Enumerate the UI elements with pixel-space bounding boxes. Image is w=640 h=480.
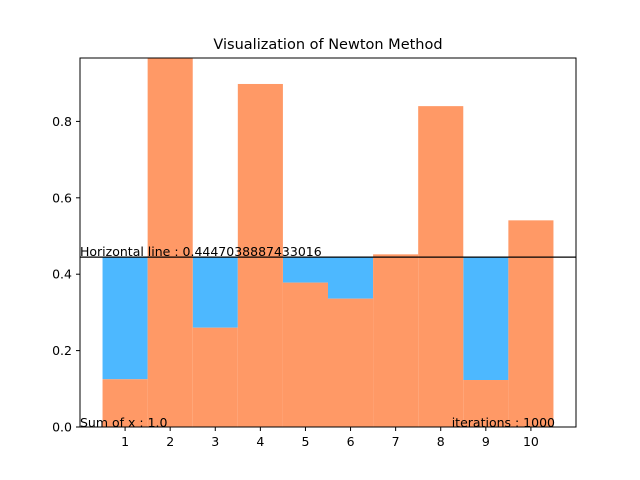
y-axis: 0.0 0.2 0.4 0.6 0.8: [52, 114, 80, 435]
water-fill-layer: [102, 257, 509, 381]
bar-7: [373, 254, 419, 427]
chart-title: Visualization of Newton Method: [213, 37, 442, 53]
x-tick-label-1: 1: [121, 434, 129, 449]
bar-5: [282, 282, 328, 427]
x-tick-label-2: 2: [166, 434, 174, 449]
y-tick-label-2: 0.4: [52, 267, 72, 282]
y-tick-label-1: 0.2: [52, 343, 72, 358]
sum-annotation: Sum of x : 1.0: [80, 415, 168, 430]
x-axis: 1 2 3 4 5 6 7 8 9 10: [121, 427, 539, 449]
iterations-annotation: iterations : 1000: [452, 415, 555, 430]
x-tick-label-4: 4: [256, 434, 264, 449]
bar-8: [418, 106, 464, 427]
bar-10: [508, 220, 554, 427]
x-tick-label-8: 8: [437, 434, 445, 449]
y-tick-label-0: 0.0: [52, 420, 72, 435]
water-fill-1: [102, 257, 148, 380]
bar-2: [147, 58, 193, 427]
horizontal-line-label: Horizontal line : 0.4447038887433016: [80, 244, 322, 259]
water-fill-6: [328, 257, 374, 299]
bar-9: [463, 380, 509, 427]
x-tick-label-6: 6: [347, 434, 355, 449]
y-tick-label-4: 0.8: [52, 114, 72, 129]
x-tick-label-5: 5: [301, 434, 309, 449]
x-tick-label-10: 10: [523, 434, 539, 449]
x-tick-label-7: 7: [392, 434, 400, 449]
y-tick-label-3: 0.6: [52, 190, 72, 205]
water-fill-9: [463, 257, 509, 381]
x-tick-label-3: 3: [211, 434, 219, 449]
water-fill-5: [282, 257, 328, 283]
x-tick-label-9: 9: [482, 434, 490, 449]
bar-6: [328, 298, 374, 427]
water-fill-3: [192, 257, 238, 328]
plot-frame: [79, 57, 577, 428]
bar-3: [192, 327, 238, 427]
bar-4: [237, 83, 283, 427]
bar-1: [102, 379, 148, 427]
bars-layer: [102, 58, 554, 427]
